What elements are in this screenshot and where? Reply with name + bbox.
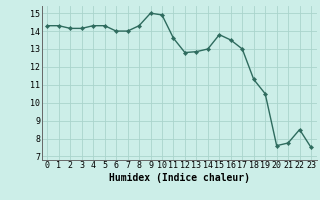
X-axis label: Humidex (Indice chaleur): Humidex (Indice chaleur): [109, 173, 250, 183]
